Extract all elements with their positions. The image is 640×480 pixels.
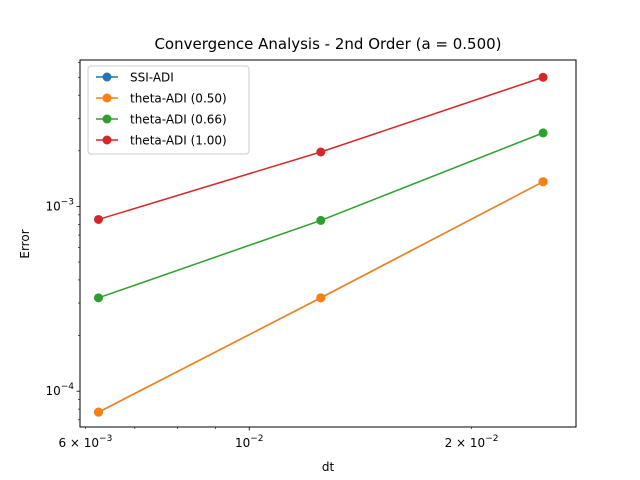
data-point: [93, 407, 103, 417]
data-series: [93, 72, 548, 417]
series-1: [93, 177, 548, 417]
legend-box: [87, 65, 250, 155]
data-point: [93, 293, 103, 303]
data-point: [538, 72, 548, 82]
legend-label: theta-ADI (0.50): [130, 92, 227, 106]
axis-ticks: 6 × 10−3 10−2 2 × 10−2 10−4 10−3: [45, 62, 499, 450]
legend-label: theta-ADI (0.66): [130, 113, 227, 127]
legend-marker: [102, 93, 112, 103]
x-tick-label: 10−2: [235, 434, 264, 450]
data-point: [538, 177, 548, 187]
data-point: [316, 293, 326, 303]
x-tick-label: 6 × 10−3: [58, 434, 112, 450]
legend-item: theta-ADI (0.50): [96, 92, 227, 106]
legend-item: SSI-ADI: [96, 71, 174, 85]
legend-marker: [102, 135, 112, 145]
data-point: [316, 147, 326, 157]
x-tick-label: 2 × 10−2: [445, 434, 499, 450]
data-point: [93, 214, 103, 224]
x-axis-label: dt: [322, 460, 335, 474]
legend-label: theta-ADI (1.00): [130, 134, 227, 148]
y-tick-label: 10−4: [45, 382, 74, 398]
series-3: [93, 72, 548, 224]
legend-label: SSI-ADI: [130, 71, 174, 85]
data-point: [316, 215, 326, 225]
legend: SSI-ADI theta-ADI (0.50) theta-ADI (0.66) t…: [87, 65, 250, 155]
legend-item: theta-ADI (1.00): [96, 134, 227, 148]
data-point: [538, 128, 548, 138]
legend-item: theta-ADI (0.66): [96, 113, 227, 127]
series-2: [93, 128, 548, 303]
legend-marker: [102, 114, 112, 124]
chart-title: Convergence Analysis - 2nd Order (a = 0.…: [154, 35, 501, 53]
y-axis-label: Error: [18, 229, 32, 258]
legend-marker: [102, 72, 112, 82]
y-tick-label: 10−3: [45, 197, 74, 213]
